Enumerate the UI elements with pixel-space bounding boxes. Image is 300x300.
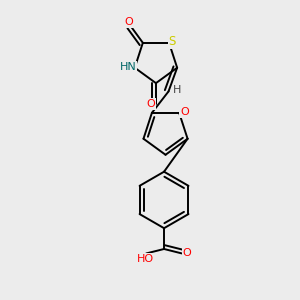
Text: O: O: [146, 99, 155, 109]
Text: S: S: [168, 35, 176, 48]
Text: HN: HN: [120, 61, 136, 71]
Text: O: O: [180, 107, 189, 117]
Text: O: O: [183, 248, 192, 258]
Text: HO: HO: [137, 254, 154, 264]
Text: O: O: [125, 17, 134, 27]
Text: H: H: [173, 85, 182, 95]
